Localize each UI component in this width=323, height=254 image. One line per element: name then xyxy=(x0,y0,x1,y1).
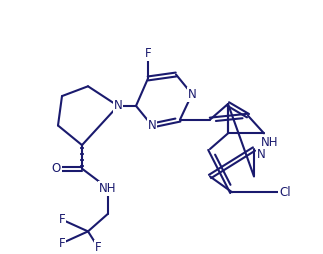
Text: NH: NH xyxy=(261,136,279,149)
Text: N: N xyxy=(257,148,266,161)
Text: F: F xyxy=(95,241,101,253)
Text: N: N xyxy=(188,88,196,101)
Text: F: F xyxy=(145,47,151,60)
Text: O: O xyxy=(51,162,61,175)
Text: Cl: Cl xyxy=(279,186,291,199)
Text: N: N xyxy=(114,99,122,112)
Text: NH: NH xyxy=(99,182,117,195)
Text: F: F xyxy=(59,237,65,250)
Text: F: F xyxy=(59,213,65,226)
Text: N: N xyxy=(148,119,156,132)
